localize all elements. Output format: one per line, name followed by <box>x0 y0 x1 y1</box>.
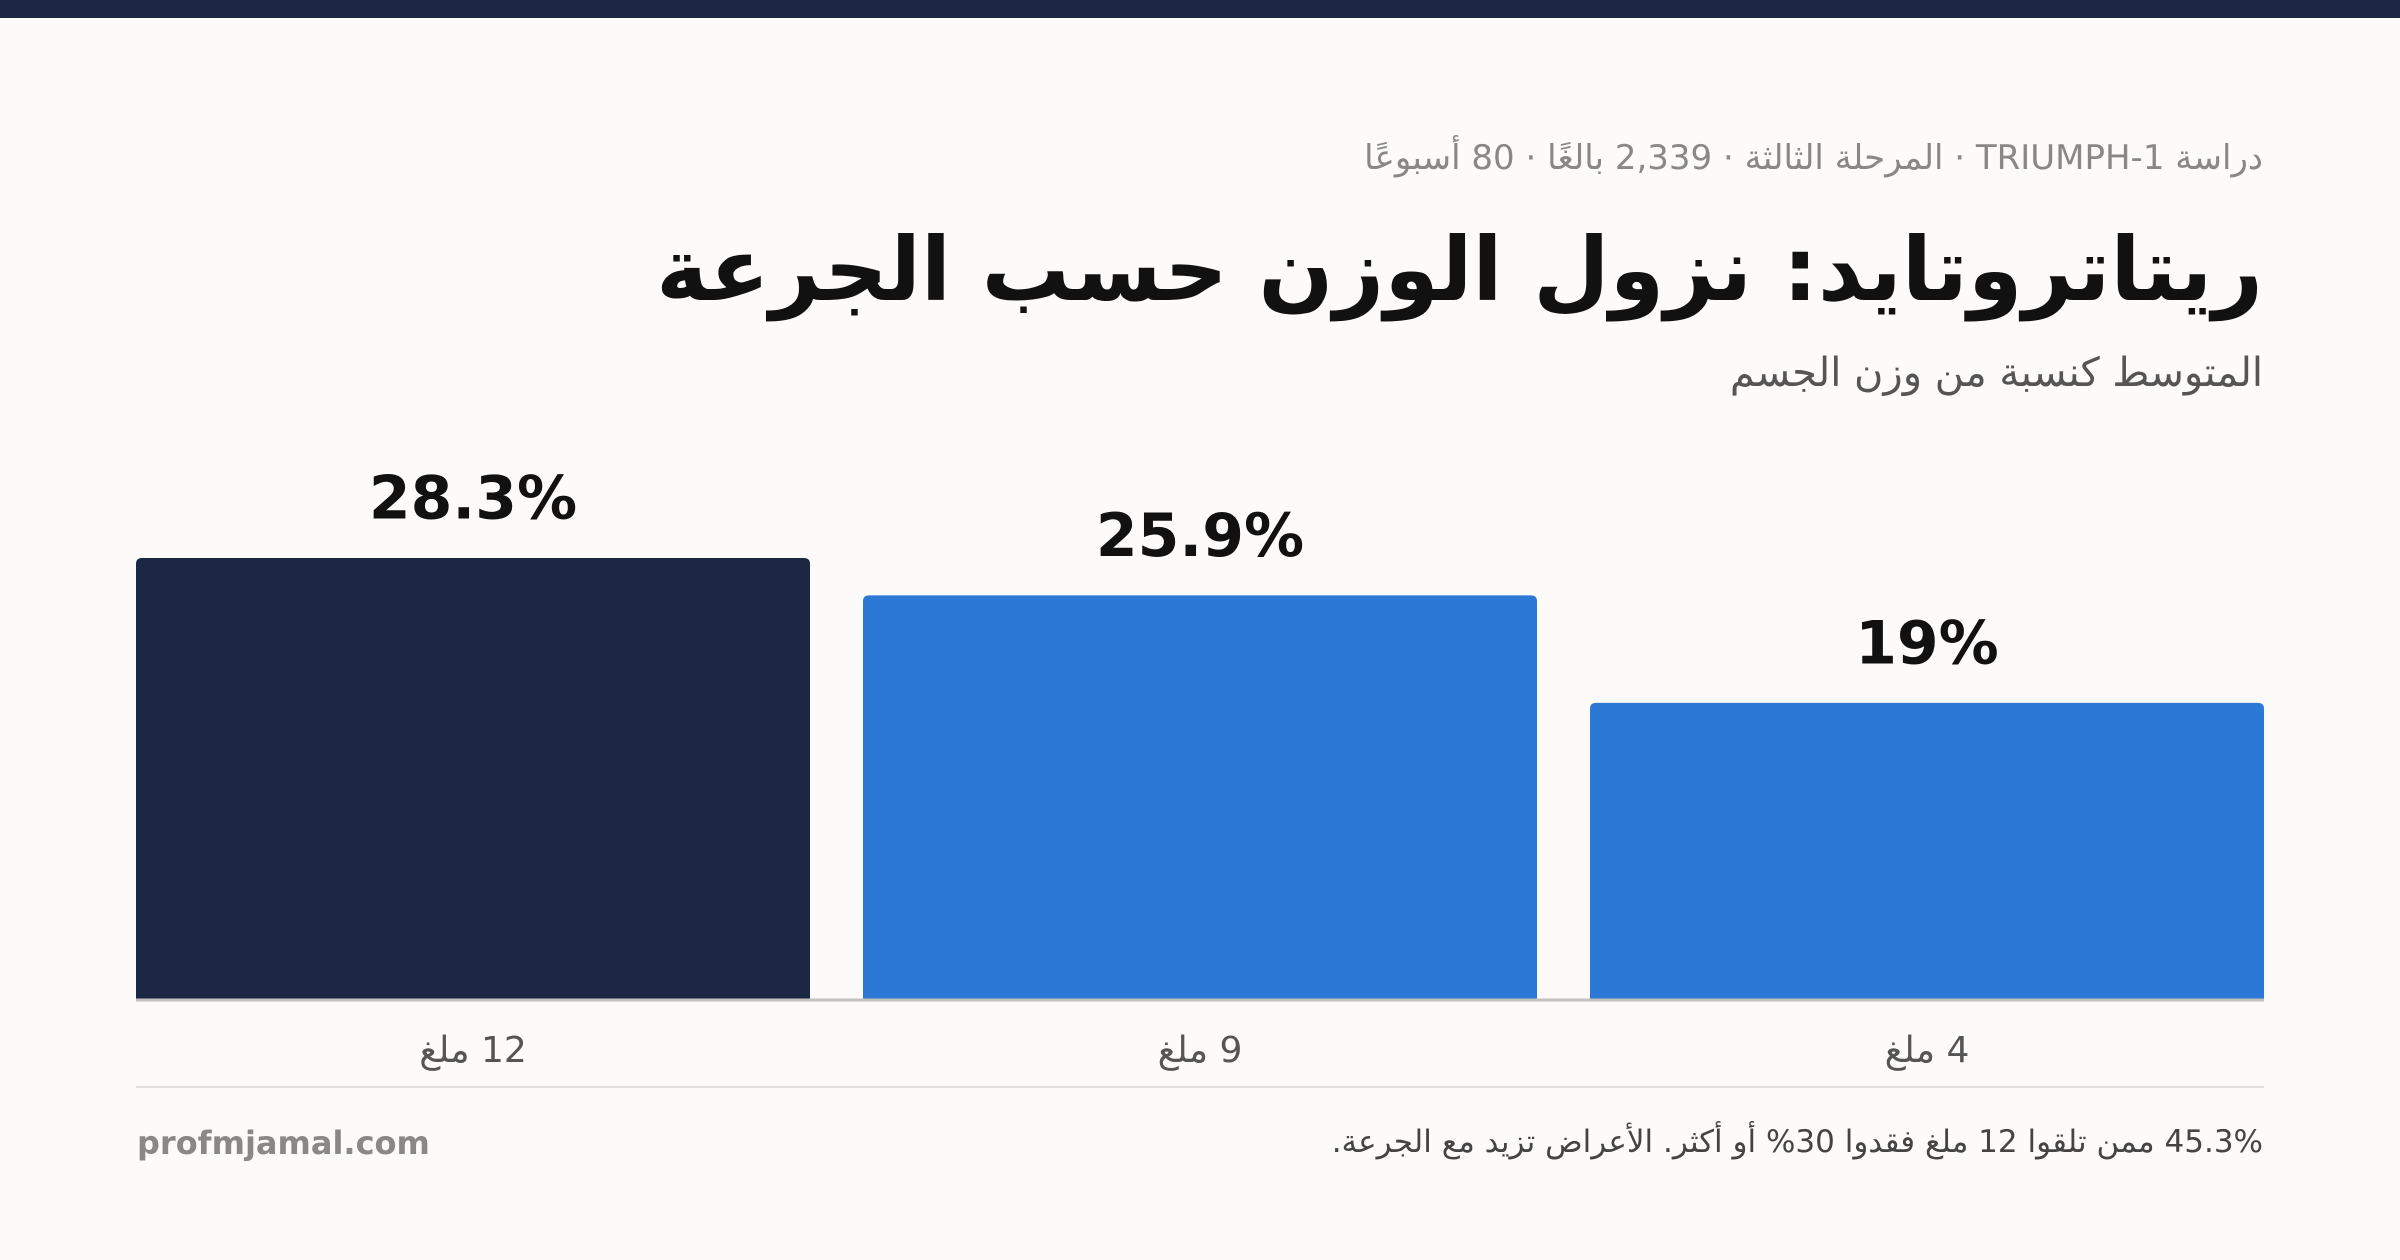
bar <box>863 595 1537 999</box>
x-tick-label: 4 ملغ <box>1885 1030 1970 1071</box>
top-bar <box>0 0 2400 18</box>
value-label: 28.3% <box>369 464 577 534</box>
bar <box>1590 702 2264 999</box>
value-label: 19% <box>1855 609 1999 679</box>
bar <box>136 558 810 999</box>
meta-line: دراسة TRIUMPH-1 · المرحلة الثالثة · 2,33… <box>1364 138 2263 178</box>
chart-subtitle: المتوسط كنسبة من وزن الجسم <box>1729 350 2263 396</box>
footnote: 45.3% ممن تلقوا 12 ملغ فقدوا 30% أو أكثر… <box>1331 1124 2263 1160</box>
source: profmjamal.com <box>137 1124 430 1162</box>
value-label: 25.9% <box>1096 501 1304 571</box>
chart-title: ريتاتروتايد: نزول الوزن حسب الجرعة <box>656 218 2263 321</box>
x-tick-label: 9 ملغ <box>1158 1030 1243 1071</box>
x-tick-label: 12 ملغ <box>419 1030 527 1071</box>
